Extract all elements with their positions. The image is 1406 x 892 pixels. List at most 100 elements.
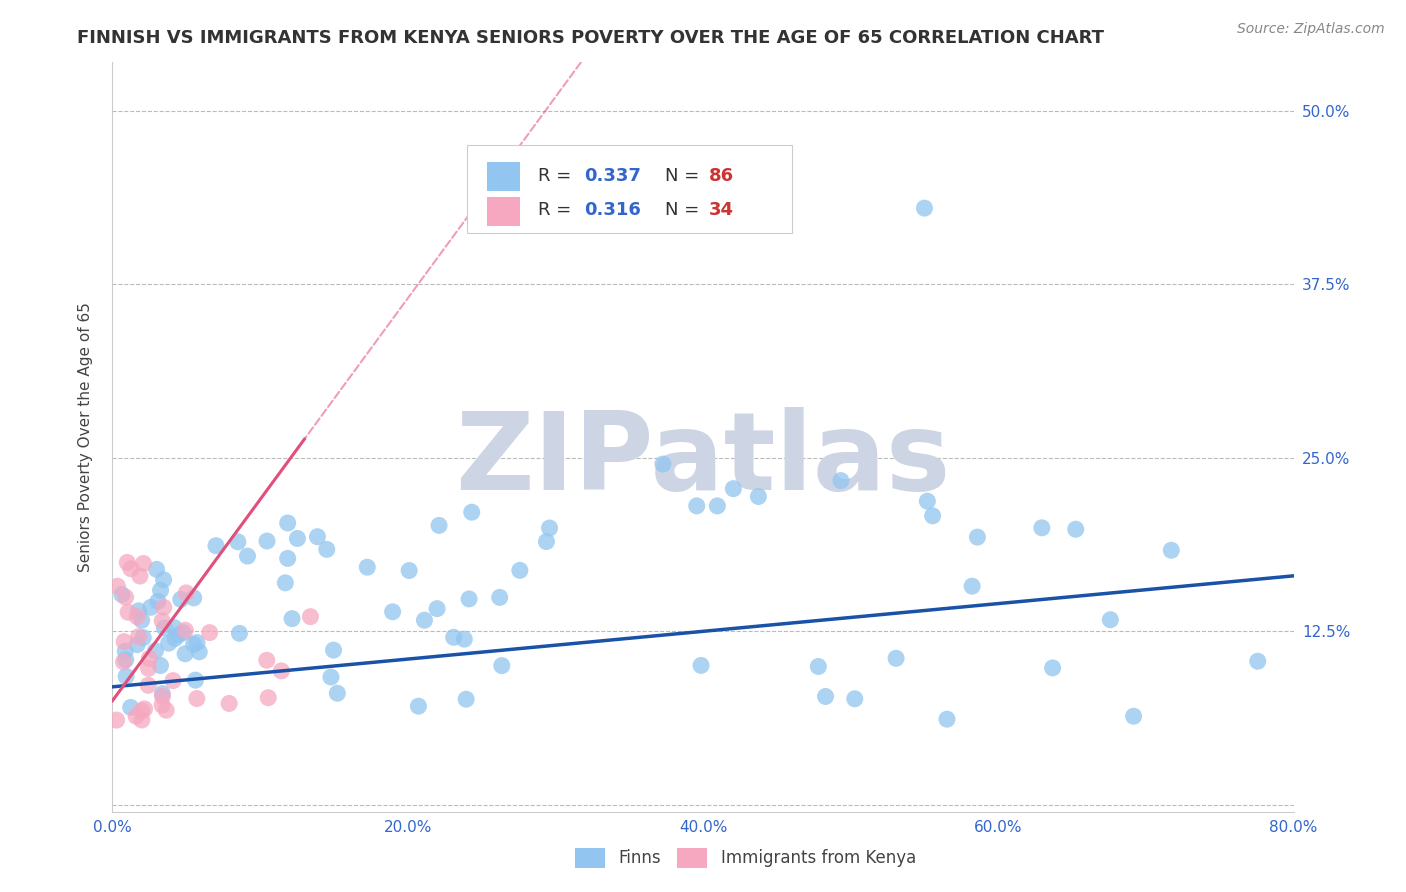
Point: [174, 647, 197, 661]
Point: [134, 702, 156, 716]
Point: [138, 661, 160, 675]
Point: [167, 628, 190, 642]
Point: [443, 631, 465, 645]
Point: [413, 613, 436, 627]
Point: [1031, 521, 1053, 535]
Point: [120, 700, 142, 714]
Point: [256, 653, 278, 667]
Point: [936, 712, 959, 726]
Text: ZIPatlas: ZIPatlas: [456, 407, 950, 513]
Point: [536, 534, 558, 549]
Point: [228, 626, 250, 640]
Point: [127, 638, 149, 652]
Point: [538, 521, 561, 535]
Point: [408, 699, 430, 714]
Point: [218, 697, 240, 711]
Point: [157, 636, 180, 650]
Point: [686, 499, 709, 513]
Point: [152, 600, 174, 615]
Point: [131, 704, 153, 718]
Point: [690, 658, 713, 673]
Point: [163, 632, 186, 646]
Point: [172, 625, 194, 640]
Point: [461, 505, 484, 519]
Point: [115, 556, 138, 570]
Point: [115, 669, 138, 683]
Point: [274, 575, 297, 590]
Point: [145, 644, 167, 658]
Point: [299, 609, 322, 624]
Point: [281, 612, 304, 626]
Point: [114, 653, 136, 667]
Point: [174, 586, 197, 600]
Point: [509, 563, 531, 577]
Point: [205, 539, 228, 553]
Point: [120, 562, 142, 576]
Point: [136, 678, 159, 692]
Point: [139, 600, 162, 615]
Point: [960, 579, 983, 593]
Point: [131, 713, 153, 727]
Point: [426, 601, 449, 615]
Point: [651, 457, 673, 471]
Point: [488, 591, 510, 605]
Point: [226, 534, 249, 549]
Point: [844, 691, 866, 706]
Point: [1160, 543, 1182, 558]
Point: [256, 534, 278, 549]
Point: [112, 634, 135, 648]
Point: [287, 532, 309, 546]
Point: [112, 655, 135, 669]
Point: [105, 713, 128, 727]
Point: [807, 659, 830, 673]
Point: [315, 542, 337, 557]
Point: [198, 625, 221, 640]
Point: [381, 605, 404, 619]
Point: [132, 557, 155, 571]
Text: N =: N =: [665, 168, 706, 186]
Point: [114, 591, 136, 605]
Point: [132, 631, 155, 645]
Point: [270, 664, 292, 678]
Point: [236, 549, 259, 563]
Point: [111, 588, 134, 602]
Point: [456, 692, 478, 706]
Point: [1247, 654, 1270, 668]
Point: [326, 686, 349, 700]
Point: [150, 687, 173, 701]
FancyBboxPatch shape: [486, 197, 520, 226]
Point: [1042, 661, 1064, 675]
Point: [917, 494, 939, 508]
Point: [129, 569, 152, 583]
Y-axis label: Seniors Poverty Over the Age of 65: Seniors Poverty Over the Age of 65: [79, 302, 93, 572]
FancyBboxPatch shape: [467, 145, 792, 234]
Point: [117, 605, 139, 619]
Point: [152, 573, 174, 587]
Text: Source: ZipAtlas.com: Source: ZipAtlas.com: [1237, 22, 1385, 37]
Point: [153, 621, 176, 635]
Point: [307, 530, 329, 544]
Text: 0.316: 0.316: [583, 201, 641, 219]
Text: R =: R =: [537, 201, 576, 219]
Point: [149, 583, 172, 598]
Point: [186, 635, 208, 649]
Point: [398, 564, 420, 578]
Point: [884, 651, 907, 665]
Point: [723, 482, 745, 496]
Point: [319, 670, 342, 684]
Point: [356, 560, 378, 574]
Point: [277, 516, 299, 530]
Point: [114, 644, 136, 658]
Point: [257, 690, 280, 705]
Point: [921, 508, 943, 523]
Point: [184, 673, 207, 687]
Point: [277, 551, 299, 566]
Point: [1122, 709, 1144, 723]
Text: R =: R =: [537, 168, 576, 186]
Text: 0.337: 0.337: [583, 168, 641, 186]
Point: [149, 658, 172, 673]
Point: [150, 614, 173, 628]
Point: [174, 624, 197, 638]
Legend: Finns, Immigrants from Kenya: Finns, Immigrants from Kenya: [568, 841, 922, 875]
Point: [107, 579, 129, 593]
